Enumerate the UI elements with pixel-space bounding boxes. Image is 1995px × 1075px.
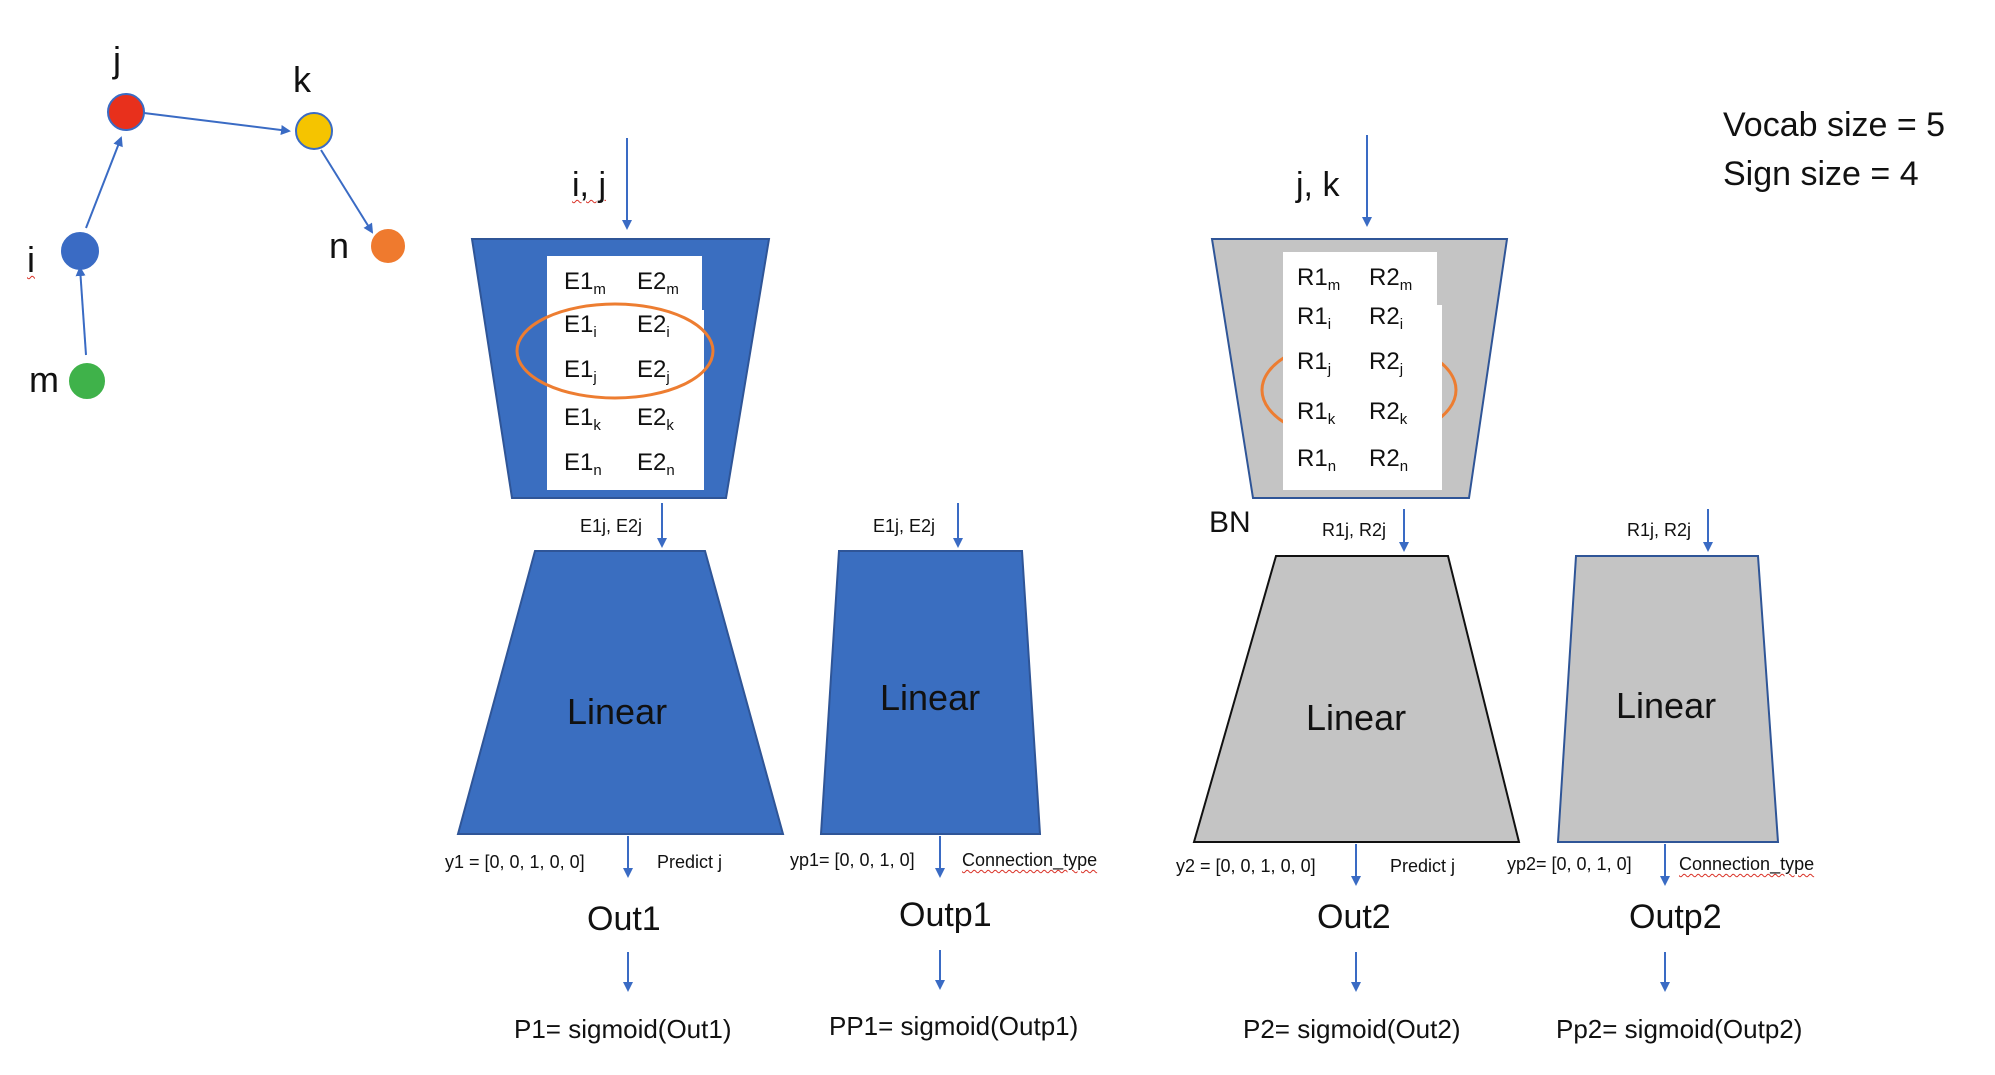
branch-input-label: R1j, R2j [1627, 520, 1692, 540]
embedding-cell: R1k [1297, 398, 1336, 428]
node-label-m: m [29, 359, 59, 400]
linear-label: Linear [1616, 685, 1717, 726]
output-label: Out2 [1317, 898, 1391, 936]
linear-label: Linear [880, 677, 981, 718]
connection-type-note: Connection_type [962, 850, 1098, 870]
embedding-cell: E2n [637, 449, 675, 479]
sign-size-label: Sign size = 4 [1723, 155, 1919, 193]
embedding-cell: R1j [1297, 348, 1332, 378]
embedding-cell: R1n [1297, 445, 1337, 475]
probability-label: Pp2= sigmoid(Outp2) [1556, 1014, 1803, 1044]
input-label-left: i, j [572, 166, 606, 204]
connection-type-note: Connection_type [1679, 854, 1815, 874]
output-label: Outp2 [1629, 898, 1722, 936]
node-k [295, 112, 333, 150]
linear-block-left-1 [456, 550, 785, 835]
linear-label: Linear [1306, 697, 1407, 738]
node-j [107, 93, 145, 131]
node-label-n: n [329, 225, 350, 266]
linear-label: Linear [567, 691, 668, 732]
node-label-i: i [27, 239, 35, 280]
probability-label: P2= sigmoid(Out2) [1243, 1014, 1461, 1044]
output-label: Out1 [587, 900, 661, 938]
node-n [369, 227, 407, 265]
embedding-cell: R2k [1369, 398, 1408, 428]
embedding-cell: E1n [564, 449, 602, 479]
output-label: Outp1 [899, 896, 992, 934]
embedding-cell: E1j [564, 356, 597, 386]
embedding-cell: E2m [637, 268, 679, 298]
edge-j-to-k [143, 112, 291, 135]
target-vector-label: yp2= [0, 0, 1, 0] [1507, 854, 1632, 874]
embedding-cell: E2i [637, 311, 670, 341]
embedding-cell: R2m [1369, 264, 1413, 294]
edge-k-to-n [320, 149, 374, 234]
embedding-cell: R2j [1369, 348, 1404, 378]
embedding-cell: E2j [637, 356, 670, 386]
embedding-cell: R2i [1369, 303, 1404, 333]
embedding-cell: R2n [1369, 445, 1409, 475]
predict-note-label: Predict j [1390, 856, 1456, 876]
bn-label: BN [1209, 506, 1251, 539]
node-i [61, 232, 99, 270]
vocab-size-label: Vocab size = 5 [1723, 106, 1946, 144]
edge-m-to-i [75, 266, 87, 356]
branch-input-label: E1j, E2j [873, 516, 936, 536]
embedding-cell: R1i [1297, 303, 1332, 333]
embedding-cell: E1m [564, 268, 606, 298]
target-vector-label: yp1= [0, 0, 1, 0] [790, 850, 915, 870]
node-label-j: j [113, 39, 121, 80]
target-vector-label: y2 = [0, 0, 1, 0, 0] [1176, 856, 1316, 876]
probability-label: P1= sigmoid(Out1) [514, 1014, 732, 1044]
predict-note-label: Predict j [657, 852, 723, 872]
embedding-cell: R1m [1297, 264, 1341, 294]
linear-block-right-2 [1556, 555, 1780, 843]
target-vector-label: y1 = [0, 0, 1, 0, 0] [445, 852, 585, 872]
embedding-cell: E1i [564, 311, 597, 341]
linear-block-left-2 [819, 550, 1042, 835]
input-label-right: j, k [1296, 166, 1340, 204]
embedding-cell: E1k [564, 404, 601, 434]
branch-input-label: R1j, R2j [1322, 520, 1387, 540]
node-m [67, 361, 107, 401]
probability-label: PP1= sigmoid(Outp1) [829, 1011, 1079, 1041]
embedding-table-right-right-col [1360, 305, 1442, 490]
branch-input-label: E1j, E2j [580, 516, 643, 536]
linear-block-right-1 [1192, 555, 1521, 843]
edge-i-to-j [85, 136, 123, 229]
embedding-cell: E2k [637, 404, 674, 434]
node-label-k: k [293, 59, 311, 100]
